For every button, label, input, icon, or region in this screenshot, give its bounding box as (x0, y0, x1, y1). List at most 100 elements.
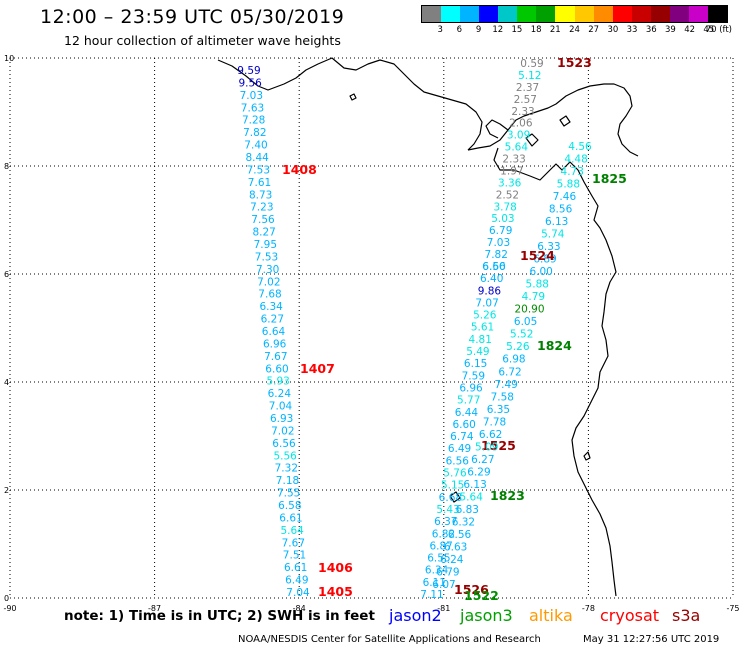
island-puna (449, 491, 461, 503)
pass-time-label: 1407 (300, 361, 335, 376)
wave-height-value: 1.97 (500, 165, 523, 177)
wave-height-value: 7.53 (247, 164, 270, 176)
legend-swatches (421, 5, 728, 23)
wave-height-value: 2.57 (514, 94, 537, 106)
pass-time-label: 1523 (557, 55, 592, 70)
track-1823-1825: 4.564.484.735.887.468.566.135.746.336.89… (432, 141, 626, 591)
wave-height-value: 5.88 (557, 179, 580, 191)
wave-height-value: 7.82 (485, 249, 508, 261)
wave-height-value: 6.63 (444, 541, 467, 553)
wave-height-value: 2.37 (516, 82, 539, 94)
lat-label: 10 (4, 54, 14, 63)
wave-height-value: 5.88 (526, 279, 549, 291)
pass-time-label: 1405 (318, 584, 353, 599)
wave-height-value: 7.04 (286, 587, 310, 599)
wave-height-value: 6.49 (448, 443, 471, 455)
wave-height-value: 6.24 (440, 554, 464, 566)
wave-height-value: 6.64 (262, 326, 286, 338)
wave-height-value: 7.49 (494, 379, 517, 391)
wave-height-value: 5.56 (273, 450, 297, 462)
wave-height-value: 6.79 (436, 566, 459, 578)
wave-height-value: 6.34 (259, 301, 283, 313)
legend-swatch (422, 6, 442, 22)
legend-swatch (555, 6, 575, 22)
wave-height-value: 7.03 (487, 237, 510, 249)
lat-label: 4 (4, 378, 9, 387)
legend-swatch (650, 6, 670, 22)
wave-height-value: 5.12 (518, 70, 541, 82)
wave-height-value: 7.56 (251, 214, 275, 226)
wave-height-value: 6.56 (482, 261, 506, 273)
wave-height-value: 6.00 (529, 266, 552, 278)
wave-height-value: 7.63 (241, 102, 264, 114)
wave-height-value: 8.44 (245, 152, 269, 164)
legend-label: 24 (569, 25, 580, 35)
wave-height-value: 6.33 (537, 241, 560, 253)
sat-label-jason3: jason3 (460, 606, 513, 625)
wave-height-value: 8.73 (249, 189, 272, 201)
pass-time-label: 1522 (464, 588, 499, 603)
wave-height-value: 6.83 (456, 504, 479, 516)
map-subtitle: 12 hour collection of altimeter wave hei… (64, 33, 341, 48)
wave-height-value: 6.15 (464, 358, 487, 370)
wave-height-value: 6.74 (450, 431, 474, 443)
legend-label: 18 (530, 25, 542, 35)
wave-height-value: 7.58 (491, 391, 514, 403)
wave-height-value: 6.56 (272, 438, 296, 450)
legend-label: 9 (475, 25, 482, 35)
legend-swatch (536, 6, 556, 22)
track-1523: 0.595.122.372.572.332.063.095.642.331.97… (482, 55, 591, 273)
wave-height-value: 6.13 (463, 479, 486, 491)
coastline-pacific-south-america (493, 147, 617, 597)
legend-swatch (441, 6, 461, 22)
legend-swatch (574, 6, 594, 22)
legend-swatch (517, 6, 537, 22)
wave-height-value: 9.56 (238, 77, 262, 89)
wave-height-value: 7.82 (243, 127, 266, 139)
legend-label: 21 (549, 25, 561, 35)
wave-height-value: 2.52 (496, 189, 519, 201)
wave-height-value: 6.35 (487, 404, 510, 416)
wave-height-value: 5.03 (491, 213, 514, 225)
lat-label: 8 (4, 162, 9, 171)
lon-label: -87 (148, 604, 161, 613)
wave-height-value: 6.27 (261, 314, 284, 326)
wave-height-value: 6.37 (434, 516, 457, 528)
lon-label: -84 (293, 604, 306, 613)
wave-height-value: 6.29 (467, 466, 490, 478)
wave-height-value: 6.79 (489, 225, 512, 237)
wave-height-value: 6.87 (429, 540, 452, 552)
coastline (217, 57, 639, 597)
wave-height-value: 5.26 (506, 341, 530, 353)
wave-height-value: 7.07 (475, 297, 498, 309)
wave-height-value: 6.58 (278, 500, 301, 512)
legend-labels: 3 6 9 12 15 18 21 24 27 30 33 36 39 42 45 70 (ft) (421, 23, 732, 35)
wave-height-value: 6.61 (279, 512, 302, 524)
wave-height-value: 5.64 (505, 142, 529, 154)
wave-height-value: 6.32 (452, 516, 475, 528)
wave-height-value: 6.60 (452, 419, 475, 431)
wave-height-value: 6.96 (263, 338, 287, 350)
island-gorgona (583, 451, 591, 461)
wave-height-value: 7.59 (462, 370, 485, 382)
wave-height-value: 4.48 (564, 154, 587, 166)
legend-label: 33 (626, 25, 638, 35)
wave-height-value: 7.55 (277, 488, 300, 500)
wave-height-value: 9.59 (237, 65, 260, 77)
wave-height-value: 7.11 (420, 589, 443, 601)
wave-height-value: 7.30 (256, 264, 279, 276)
coastline-central-america (217, 57, 483, 151)
wave-height-value: 4.73 (561, 166, 584, 178)
wave-height-value: 20.90 (514, 304, 544, 316)
wave-height-value: 7.32 (275, 463, 298, 475)
coastline-azuero (485, 119, 509, 139)
color-legend: 3 6 9 12 15 18 21 24 27 30 33 36 39 42 45 70 (ft) (421, 5, 732, 35)
wave-height-value: 6.68 (439, 492, 462, 504)
wave-height-value: 5.77 (457, 395, 480, 407)
legend-swatch (707, 6, 727, 22)
wave-height-value: 6.96 (459, 382, 483, 394)
wave-height-value: 9.86 (478, 285, 502, 297)
lat-lon-grid (9, 57, 734, 599)
wave-height-value: 5.76 (443, 468, 467, 480)
wave-height-value: 6.60 (482, 261, 505, 273)
